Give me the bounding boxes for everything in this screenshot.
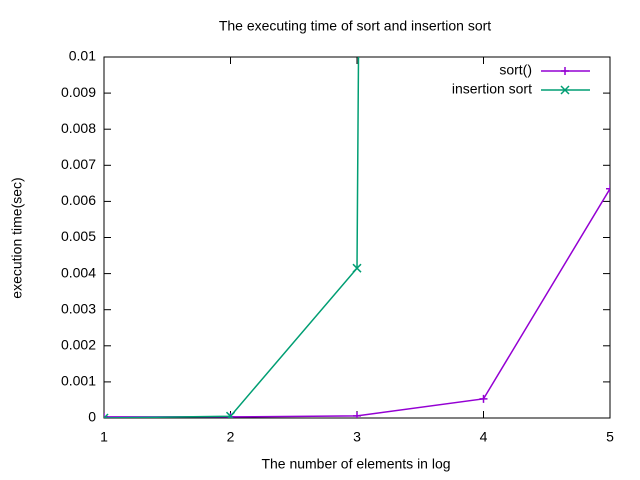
data-point (104, 412, 108, 418)
y-tick-label: 0.006 (61, 192, 96, 208)
y-tick-label: 0 (88, 409, 96, 425)
data-point (225, 411, 236, 418)
chart-title: The executing time of sort and insertion… (219, 18, 491, 34)
y-tick-label: 0.005 (61, 228, 96, 244)
y-tick-label: 0.004 (61, 264, 96, 280)
data-point (352, 263, 362, 273)
y-tick-label: 0.009 (61, 84, 96, 100)
data-point (479, 394, 488, 403)
legend-label: insertion sort (452, 81, 532, 97)
legend-label: sort() (499, 62, 532, 78)
plot-area (104, 57, 610, 418)
legend-marker (560, 85, 570, 95)
x-tick-label: 4 (480, 429, 488, 445)
x-tick-label: 2 (227, 429, 235, 445)
x-axis-label: The number of elements in log (261, 456, 450, 472)
y-tick-label: 0.002 (61, 337, 96, 353)
y-tick-label: 0.001 (61, 373, 96, 389)
y-axis-label: execution time(sec) (9, 177, 25, 298)
data-point (353, 411, 361, 418)
y-tick-label: 0.007 (61, 156, 96, 172)
x-tick-label: 1 (100, 429, 108, 445)
series-line (104, 57, 360, 418)
data-point (104, 413, 109, 418)
legend-marker (561, 67, 569, 75)
y-tick-label: 0.01 (69, 48, 96, 64)
y-tick-label: 0.003 (61, 300, 96, 316)
x-tick-label: 3 (353, 429, 361, 445)
y-tick-label: 0.008 (61, 120, 96, 136)
x-tick-label: 5 (606, 429, 614, 445)
data-point (606, 184, 610, 193)
